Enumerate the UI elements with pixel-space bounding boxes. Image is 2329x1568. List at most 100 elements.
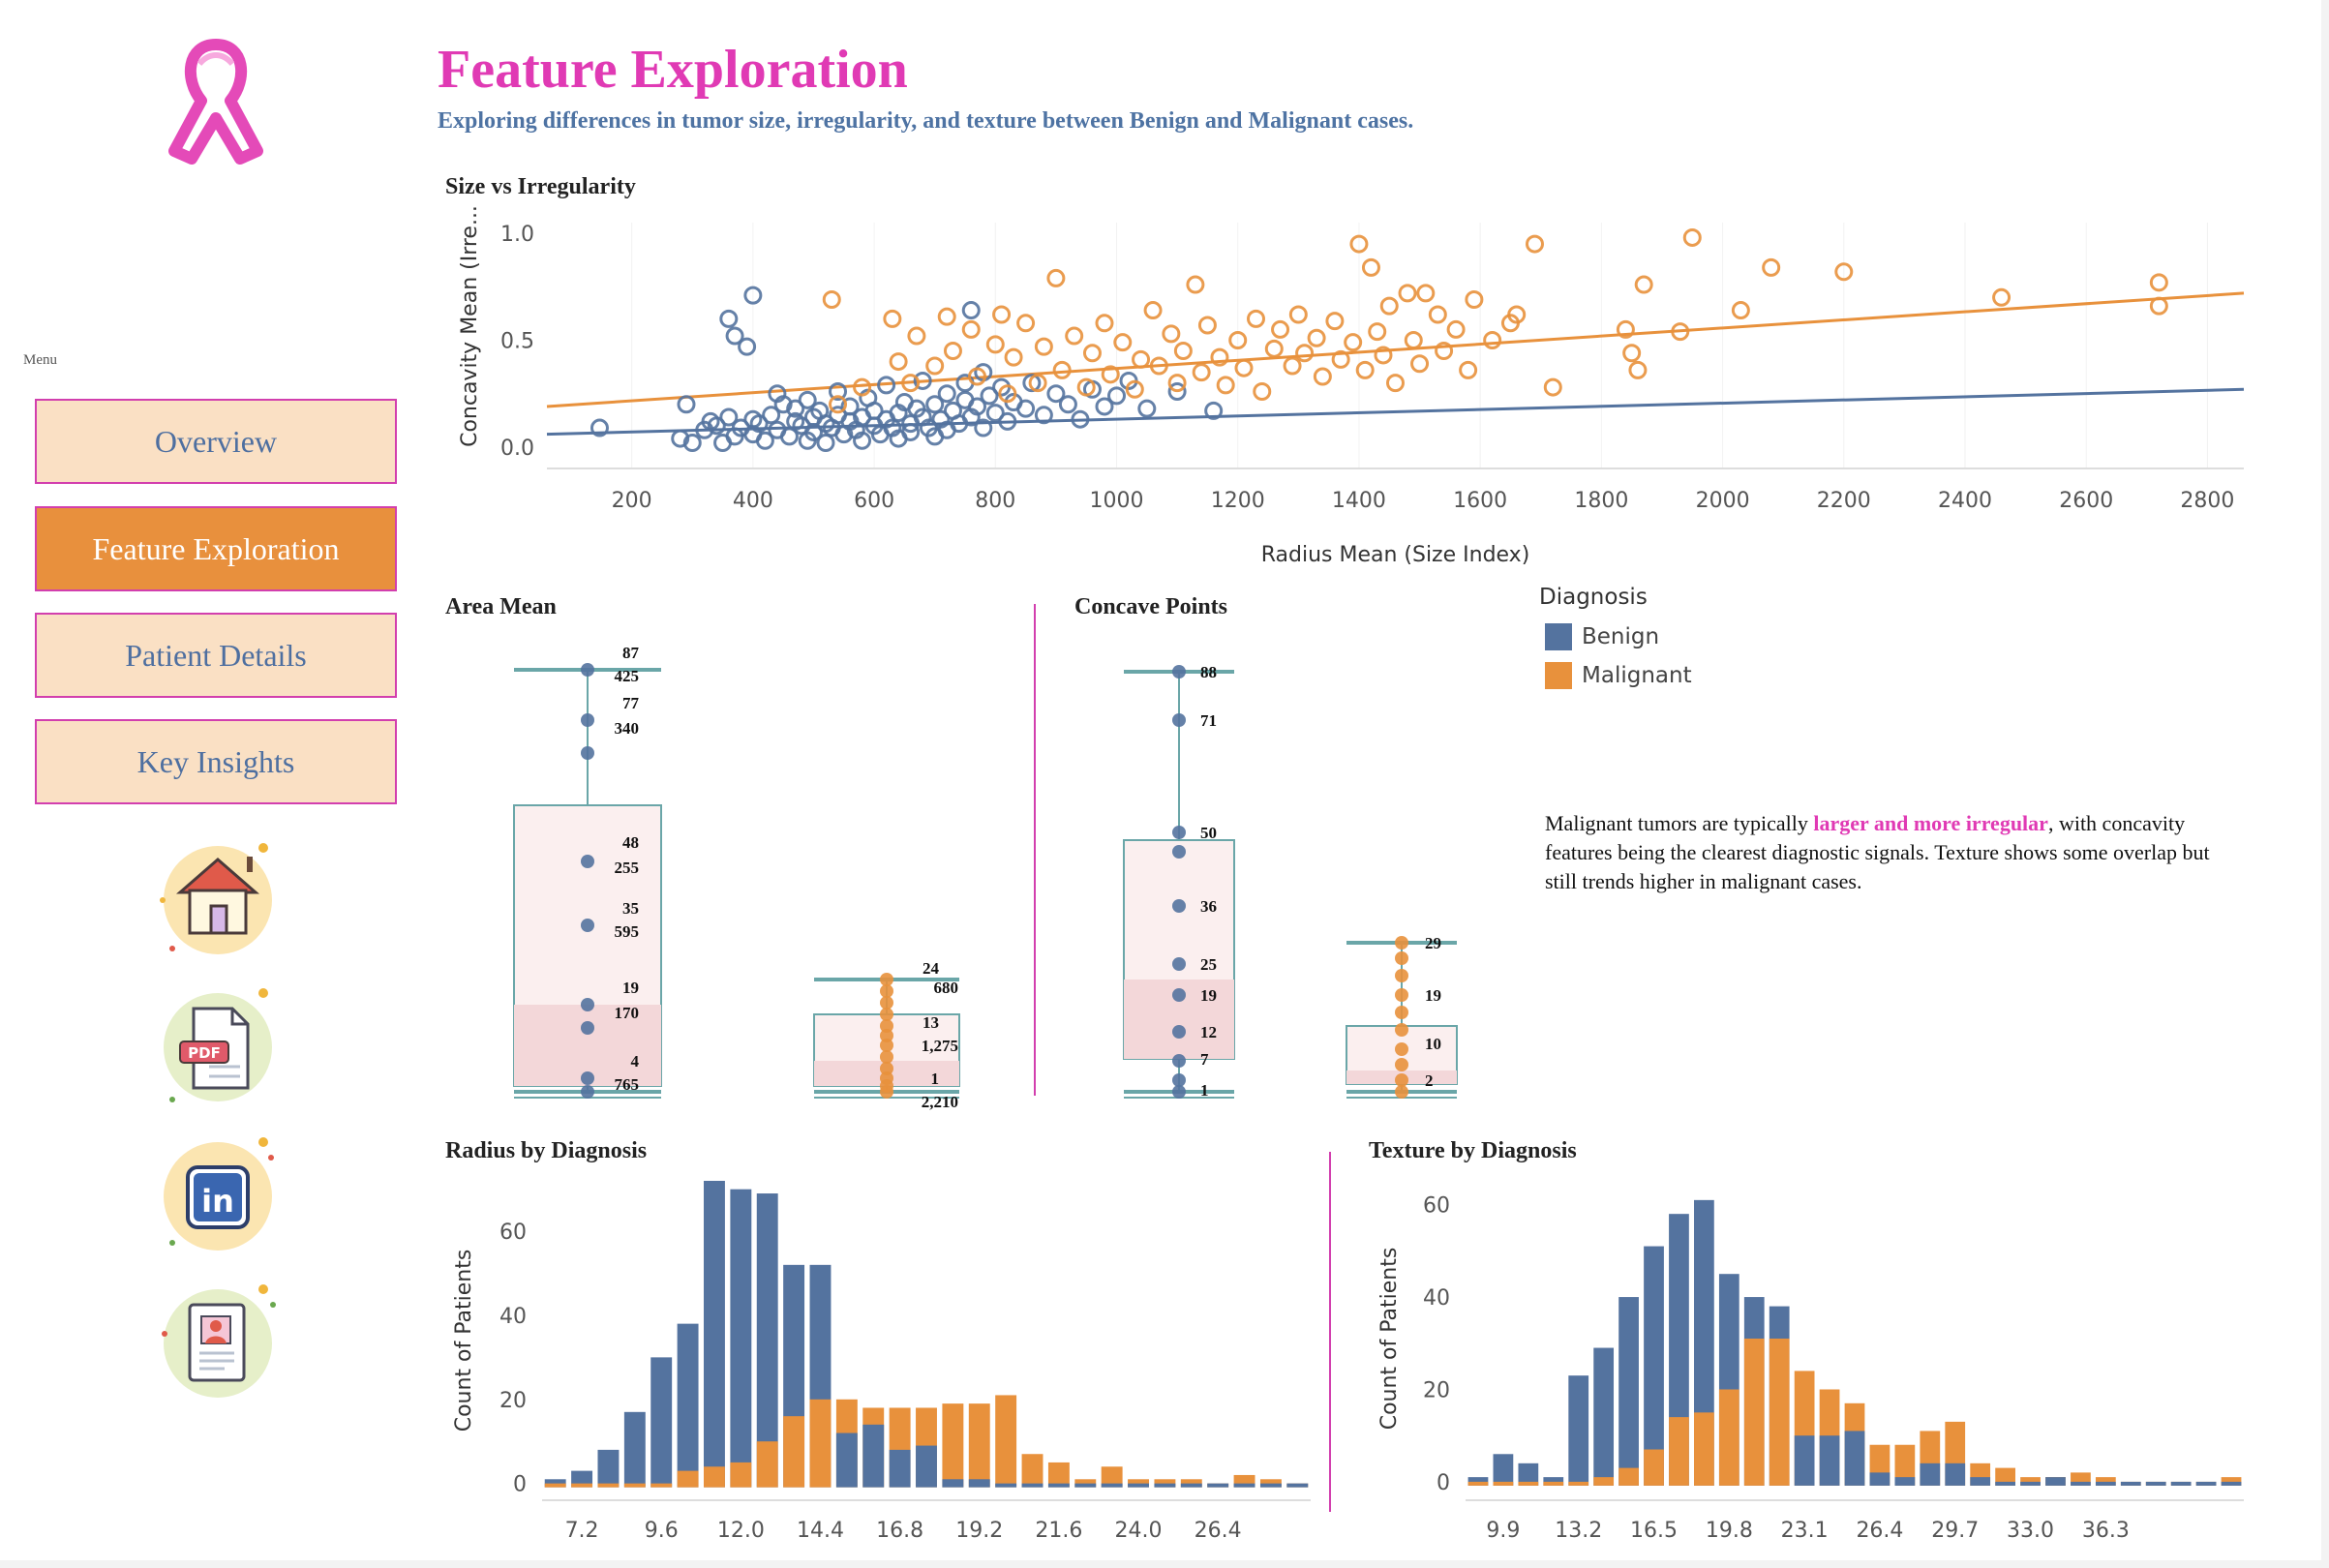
resume-icon[interactable] — [155, 1276, 281, 1402]
area-malignant-dot — [880, 1008, 893, 1021]
texture-y-tick-label: 20 — [1423, 1378, 1450, 1402]
scatter-point-benign — [1022, 374, 1042, 393]
radius-bar-benign — [1154, 1483, 1176, 1488]
scatter-point-malignant — [1361, 257, 1380, 277]
area-benign-label: 4 — [631, 1052, 640, 1070]
scatter-point-benign — [779, 427, 799, 446]
scatter-point-malignant — [2149, 296, 2168, 316]
scatter-chart[interactable]: 200 400 600 800 1000 1200 1400 1600 1800 2000 2200… — [0, 0, 2321, 581]
scatter-point-malignant — [883, 309, 902, 328]
concave-benign-dot — [1172, 1073, 1186, 1087]
area-mean-title: Area Mean — [445, 594, 557, 619]
texture-x-tick-label: 29.7 — [1931, 1519, 1979, 1543]
area-benign-label: 19 — [622, 979, 639, 997]
scatter-point-malignant — [1416, 284, 1436, 303]
scatter-point-malignant — [1162, 324, 1181, 344]
texture-x-tick-label: 36.3 — [2082, 1519, 2130, 1543]
scatter-point-malignant — [1313, 367, 1332, 386]
texture-bar-malignant — [1769, 1339, 1790, 1486]
texture-bar-malignant — [1694, 1412, 1714, 1486]
area-benign-dot — [581, 1021, 594, 1035]
texture-bar-malignant — [1593, 1477, 1615, 1486]
scatter-point-malignant — [1167, 374, 1187, 393]
scatter-point-malignant — [1247, 309, 1266, 328]
radius-bar-malignant — [1021, 1454, 1044, 1488]
scatter-point-benign — [1137, 399, 1157, 418]
scatter-point-benign — [1034, 406, 1053, 425]
scatter-x-tick-label: 1000 — [1090, 489, 1144, 513]
radius-bar-malignant — [571, 1483, 593, 1488]
radius-title: Radius by Diagnosis — [445, 1138, 648, 1163]
pdf-icon[interactable]: PDF — [155, 980, 281, 1105]
texture-bar-benign — [2195, 1481, 2217, 1486]
radius-x-tick-label: 24.0 — [1115, 1519, 1163, 1543]
texture-x-tick-label: 26.4 — [1856, 1519, 1903, 1543]
radius-bar-benign — [571, 1470, 593, 1488]
scatter-point-malignant — [1682, 227, 1702, 247]
nav-overview[interactable]: Overview — [35, 399, 397, 484]
scatter-point-malignant — [907, 326, 926, 346]
scatter-point-malignant — [998, 384, 1017, 404]
scatter-point-malignant — [1616, 319, 1635, 339]
insight-after: , with concavity features being the clea… — [1545, 811, 2210, 893]
nav-patient-details[interactable]: Patient Details — [35, 613, 397, 698]
radius-bar-malignant — [1074, 1479, 1097, 1488]
area-malignant-dot — [880, 1085, 893, 1099]
legend-item-malignant[interactable]: Malignant — [1545, 662, 1692, 689]
concave-points-title: Concave Points — [1074, 594, 1227, 619]
divider-boxes — [1034, 604, 1036, 1096]
scatter-point-benign — [816, 433, 835, 452]
insight-text: Malignant tumors are typically larger an… — [1545, 809, 2242, 896]
scatter-point-malignant — [1065, 326, 1084, 346]
texture-y-tick-label: 60 — [1423, 1194, 1450, 1219]
radius-bar-malignant — [783, 1416, 805, 1488]
scatter-point-malignant — [1410, 354, 1430, 374]
scatter-point-benign — [1167, 381, 1187, 401]
texture-bar-benign — [1618, 1297, 1639, 1486]
histograms[interactable]: 0 20 40 60 Count of Patients 7.2 9.6 12.0 14.4 16… — [0, 1123, 2321, 1560]
radius-bar-malignant — [1259, 1479, 1282, 1488]
scatter-y-axis-label: Concavity Mean (Irre... — [458, 205, 482, 447]
scatter-point-malignant — [1228, 330, 1248, 349]
scatter-point-malignant — [925, 356, 945, 376]
radius-bar-benign — [1128, 1483, 1149, 1488]
texture-bar-malignant — [1718, 1389, 1739, 1486]
nav-feature-exploration[interactable]: Feature Exploration — [35, 506, 397, 591]
nav-key-insights[interactable]: Key Insights — [35, 719, 397, 804]
home-icon[interactable] — [155, 832, 281, 958]
area-benign-label: 425 — [615, 667, 640, 685]
texture-bar-benign — [1518, 1462, 1539, 1486]
scatter-point-malignant — [2149, 273, 2168, 292]
texture-bar-benign — [2120, 1481, 2141, 1486]
area-malignant-dot — [880, 1029, 893, 1042]
linkedin-icon[interactable]: in — [155, 1129, 281, 1254]
scatter-point-malignant — [1101, 365, 1120, 384]
scatter-point-malignant — [1234, 358, 1254, 377]
ribbon-logo-icon — [168, 39, 263, 165]
radius-bar-benign — [1101, 1483, 1123, 1488]
area-malignant-dot — [880, 996, 893, 1010]
area-benign-label: 77 — [622, 694, 640, 712]
radius-bar-malignant — [809, 1399, 832, 1488]
area-malignant-label: 13 — [923, 1013, 939, 1032]
area-malignant-label: 24 — [923, 959, 940, 978]
texture-x-tick-label: 33.0 — [2007, 1519, 2054, 1543]
scatter-point-malignant — [968, 367, 987, 386]
legend-item-benign[interactable]: Benign — [1545, 623, 1659, 650]
scatter-point-malignant — [1307, 328, 1326, 347]
radius-bar-benign — [1074, 1483, 1097, 1488]
texture-bar-malignant — [1894, 1444, 1916, 1486]
texture-bar-malignant — [1518, 1481, 1539, 1486]
scatter-point-malignant — [1543, 377, 1562, 397]
texture-bar-malignant — [1743, 1339, 1765, 1486]
scatter-point-benign — [968, 397, 987, 416]
area-benign-label: 48 — [622, 833, 639, 852]
legend-swatch-malignant — [1545, 662, 1572, 689]
texture-bar-benign — [1970, 1477, 1991, 1486]
texture-bar-malignant — [1493, 1481, 1514, 1486]
radius-x-tick-label: 21.6 — [1035, 1519, 1082, 1543]
area-malignant-dot — [880, 973, 893, 986]
texture-bar-benign — [1844, 1431, 1865, 1486]
radius-bar-malignant — [704, 1466, 725, 1488]
